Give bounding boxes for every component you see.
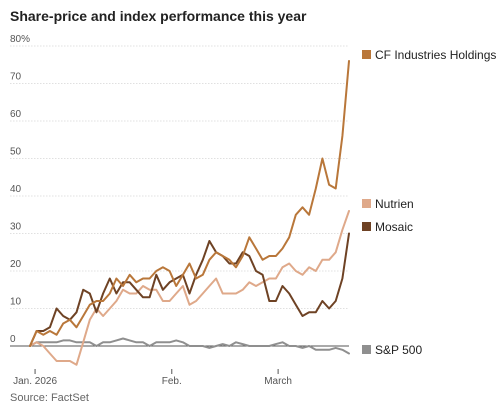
y-tick-label: 70 xyxy=(10,72,22,83)
source-note: Source: FactSet xyxy=(10,392,89,404)
series-line-cf-industries-holdings xyxy=(29,60,350,347)
legend-swatch xyxy=(362,222,371,231)
series-lines xyxy=(29,60,350,366)
y-tick-label: 20 xyxy=(10,259,22,270)
y-axis-ticks: 0 10 20 30 40 50 60 70 80% xyxy=(10,34,30,345)
legend-label: Nutrien xyxy=(375,197,414,211)
y-tick-label: 30 xyxy=(10,222,22,233)
legend-label: S&P 500 xyxy=(375,343,422,357)
legend-swatch xyxy=(362,345,371,354)
grid xyxy=(10,45,349,347)
x-tick-label: March xyxy=(264,376,292,387)
legend: CF Industries Holdings Nutrien Mosaic S&P 5… xyxy=(362,48,496,357)
legend-swatch xyxy=(362,50,371,59)
chart-title: Share-price and index performance this y… xyxy=(10,8,307,24)
x-axis-ticks: Jan. 2026 Feb. March xyxy=(13,369,292,387)
x-tick-label: Jan. 2026 xyxy=(13,376,57,387)
legend-swatch xyxy=(362,199,371,208)
series-line-nutrien xyxy=(29,210,350,366)
y-tick-label: 0 xyxy=(10,334,16,345)
legend-label: Mosaic xyxy=(375,220,413,234)
y-tick-label: 10 xyxy=(10,297,22,308)
y-tick-label: 80% xyxy=(10,34,30,45)
y-tick-label: 40 xyxy=(10,184,22,195)
y-tick-label: 60 xyxy=(10,109,22,120)
legend-label: CF Industries Holdings xyxy=(375,48,496,62)
series-line-mosaic xyxy=(29,232,350,347)
y-tick-label: 50 xyxy=(10,147,22,158)
x-tick-label: Feb. xyxy=(162,376,182,387)
